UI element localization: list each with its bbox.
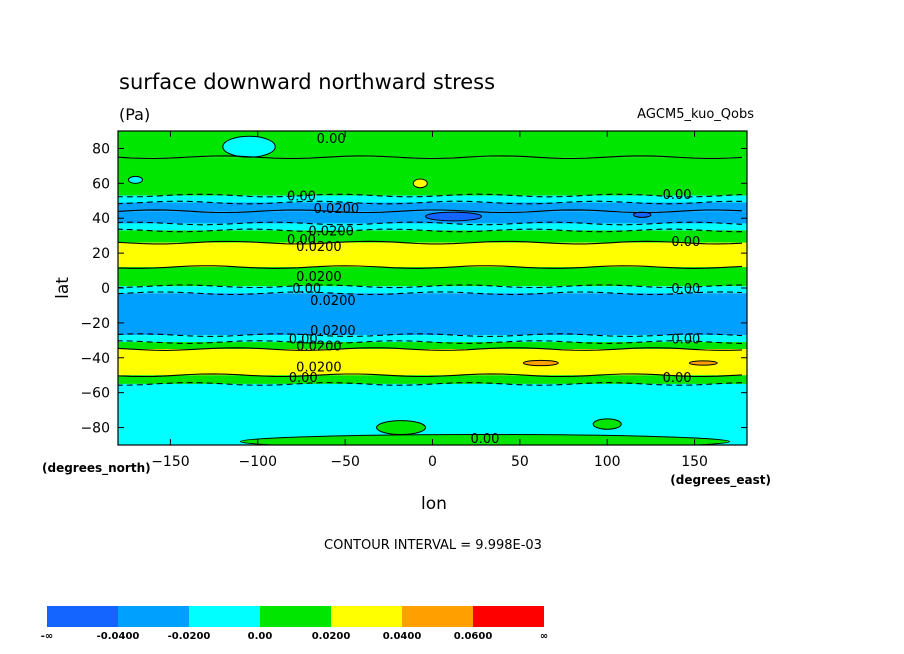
colorbar: -∞ -0.0400 -0.0200 0.00 0.0200 0.0400 0.0600 ∞ [41,606,548,642]
contour-label-10: 0.00 [289,333,318,348]
plot-area: 0.000.000.02000.02000.000.02000.02000.00… [118,131,747,447]
contour-label-0: 0.00 [317,132,346,147]
contour-line-14 [118,373,743,378]
contour-label-7: 0.00 [292,282,321,297]
x-tick-label-3: 0 [428,454,437,470]
contour-band-6 [118,230,747,243]
contour-label-8: 0.0200 [310,294,356,309]
contour-label-13: 0.00 [289,371,318,386]
contour-band-5 [118,223,747,231]
contour-band-8 [118,267,747,287]
y-tick-label-8: −80 [80,421,110,437]
colorbar-label-3: 0.00 [248,631,273,642]
units-label: (Pa) [119,105,150,124]
contour-patch-6 [688,360,718,366]
contour-band-10 [118,293,747,336]
contour-band-11 [118,335,747,343]
contour-band-13 [118,349,747,376]
x-tick-label-6: 150 [681,454,708,470]
contour-label-14: 0.00 [663,188,692,203]
contour-label-4: 0.00 [287,233,316,248]
colorbar-swatch-4 [331,606,402,627]
contour-line-2 [118,193,743,198]
x-units-label: (degrees_east) [670,473,771,488]
contour-line-6 [118,228,743,233]
contour-band-2 [118,195,747,203]
contour-line-8 [118,265,743,269]
y-tick-label-3: 20 [92,246,110,262]
contour-band-1 [118,157,747,196]
colorbar-swatch-6 [473,606,544,627]
contour-band-12 [118,342,747,350]
contour-label-1: 0.00 [287,190,316,205]
y-tick-label-4: 0 [101,281,110,297]
contour-label-12: 0.0200 [296,361,342,376]
y-units-label: (degrees_north) [42,461,151,476]
colorbar-label-2: -0.0200 [168,631,211,642]
contour-patch-2 [412,178,428,189]
colorbar-swatch-3 [260,606,331,627]
contour-band-9 [118,286,747,294]
colorbar-label-4: 0.0200 [312,631,351,642]
axes: −150 −100 −50 0 50 100 150 80 60 40 20 0 −20 −40 −60 −8… [80,130,748,470]
contour-patch-7 [592,418,622,430]
contour-line-13 [118,347,743,351]
contour-line-11 [118,333,743,337]
contour-band-7 [118,242,747,268]
contour-label-16: 0.00 [671,282,700,297]
contour-label-6: 0.0200 [296,270,342,285]
contour-line-10 [118,291,743,296]
contour-label-17: 0.00 [671,333,700,348]
x-tick-label-5: 100 [594,454,621,470]
y-tick-label-1: 60 [92,176,110,192]
contour-patch-3 [425,211,482,222]
x-tick-label-4: 50 [511,454,529,470]
colorbar-swatch-2 [189,606,260,627]
contour-patch-5 [522,359,559,367]
contour-label-9: 0.0200 [310,324,356,339]
x-tick-label-2: −50 [330,454,360,470]
contour-line-12 [118,340,743,344]
contour-line-3 [118,200,742,205]
contour-label-19: 0.00 [470,432,499,447]
y-tick-label-7: −60 [80,386,110,402]
contour-line-9 [118,284,743,289]
chart-title: surface downward northward stress [119,70,495,94]
contour-label-5: 0.0200 [296,240,342,255]
x-tick-label-1: −100 [239,454,277,470]
contour-band-14 [118,375,747,384]
contour-patch-8 [376,420,427,436]
y-tick-label-6: −40 [80,351,110,367]
x-tick-label-0: −150 [151,454,189,470]
y-axis-label: lat [53,277,73,299]
contour-label-18: 0.00 [663,371,692,386]
contour-line-7 [118,240,743,245]
colorbar-label-6: 0.0600 [454,631,493,642]
contour-line-15 [118,382,743,386]
y-tick-label-5: −20 [80,316,110,332]
colorbar-label-7: ∞ [540,631,548,642]
contour-patch-1 [127,175,143,184]
y-tick-label-2: 40 [92,211,110,227]
contour-line-4 [118,209,743,214]
colorbar-label-0: -∞ [41,631,53,642]
x-axis-label: lon [421,494,447,514]
contour-patch-0 [222,135,276,158]
contour-line-1 [118,155,743,160]
contour-label-2: 0.0200 [314,202,360,217]
colorbar-label-1: -0.0400 [97,631,140,642]
contour-label-11: 0.0200 [296,340,342,355]
colorbar-swatch-5 [402,606,473,627]
contour-label-3: 0.0200 [308,224,354,239]
contour-band-3 [118,202,747,212]
model-label: AGCM5_kuo_Qobs [637,107,754,122]
contour-interval-label: CONTOUR INTERVAL = 9.998E-03 [324,538,542,553]
y-tick-label-0: 80 [92,141,110,157]
colorbar-label-5: 0.0400 [383,631,422,642]
contour-line-5 [118,221,743,226]
contour-label-15: 0.00 [671,235,700,250]
colorbar-swatch-0 [47,606,118,627]
colorbar-swatch-1 [118,606,189,627]
